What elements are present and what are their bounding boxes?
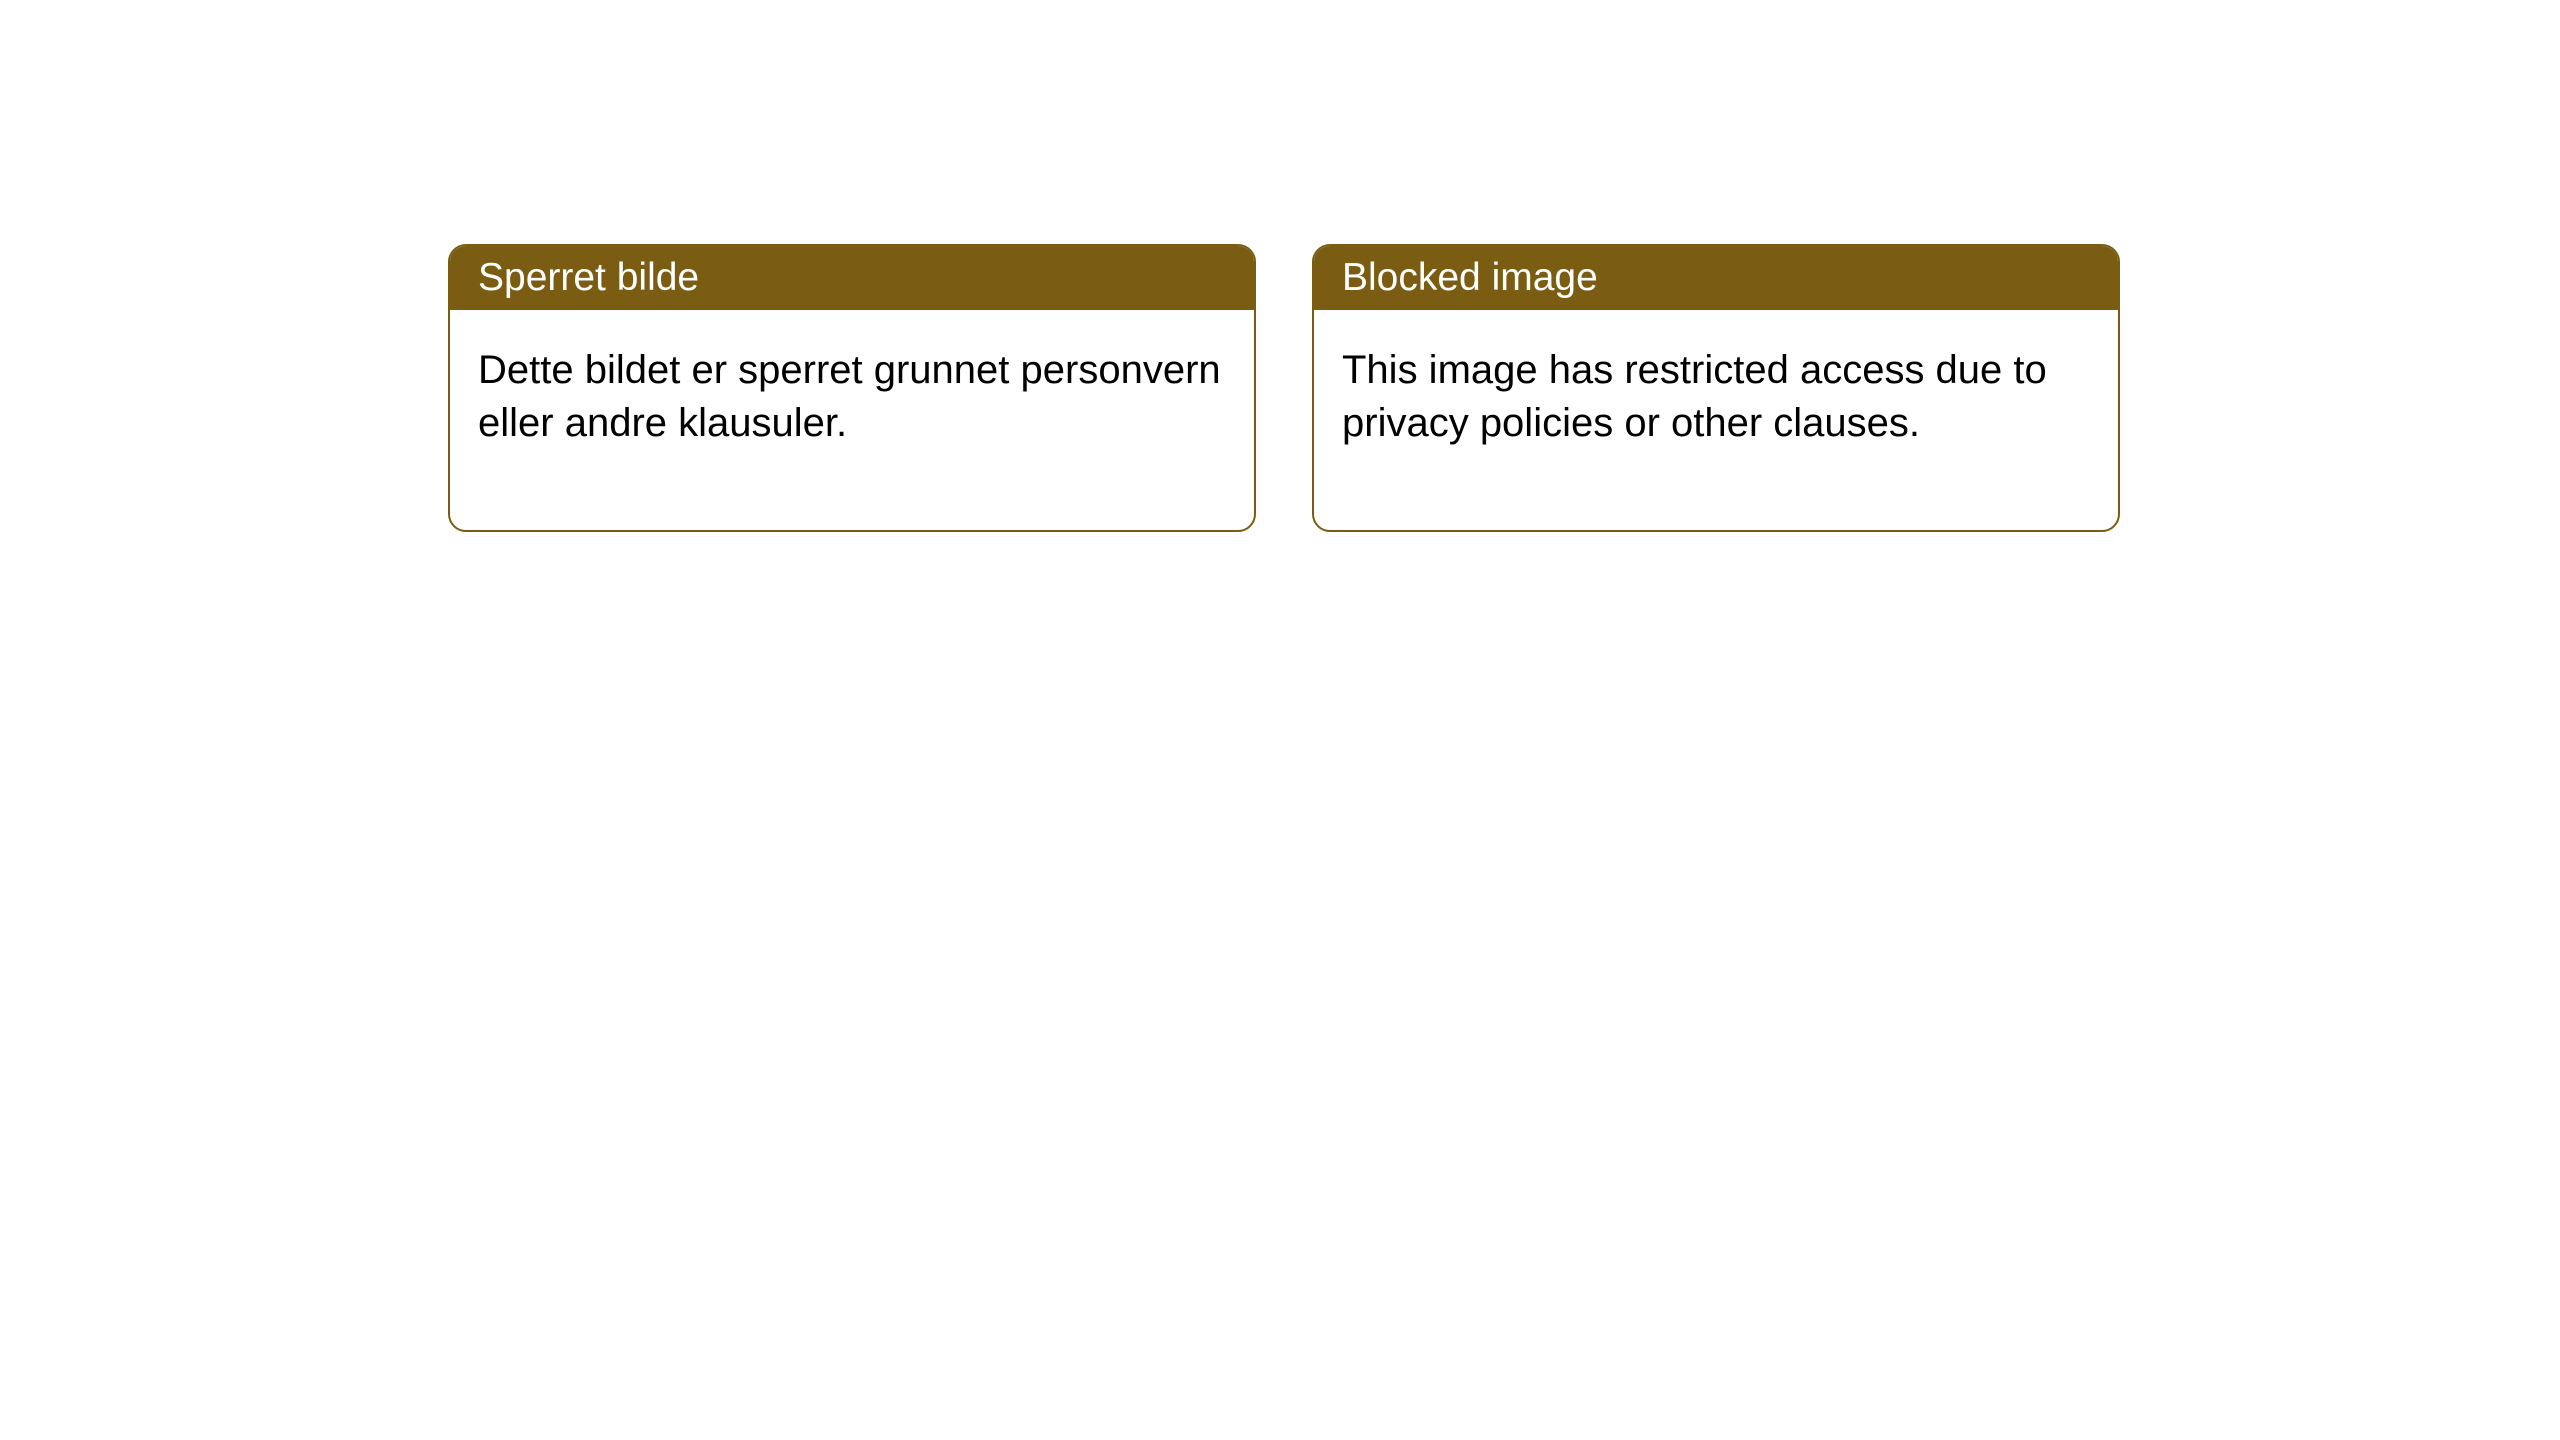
notice-card-english: Blocked image This image has restricted … — [1312, 244, 2120, 532]
notice-card-norwegian: Sperret bilde Dette bildet er sperret gr… — [448, 244, 1256, 532]
card-title: Blocked image — [1314, 246, 2118, 310]
card-title: Sperret bilde — [450, 246, 1254, 310]
card-body-text: Dette bildet er sperret grunnet personve… — [450, 310, 1254, 530]
notice-cards-row: Sperret bilde Dette bildet er sperret gr… — [0, 0, 2560, 532]
card-body-text: This image has restricted access due to … — [1314, 310, 2118, 530]
